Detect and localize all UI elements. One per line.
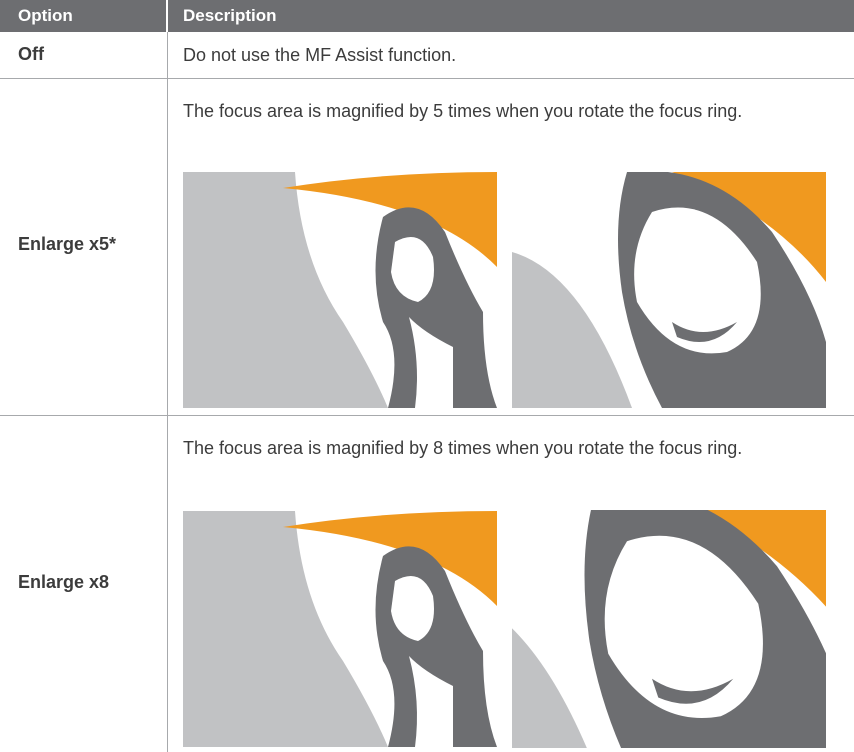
description: The focus area is magnified by 8 times w… [183, 438, 743, 458]
illustration [512, 172, 826, 408]
column-divider [167, 32, 168, 752]
header-cell [168, 0, 854, 32]
option: Enlarge x8 [18, 572, 110, 592]
description: The focus area is magnified by 5 times w… [183, 101, 743, 121]
illustration [183, 172, 497, 408]
header-option: Option [18, 6, 73, 25]
option: Enlarge x5* [18, 234, 117, 254]
header-description: Description [183, 6, 277, 25]
illustration [183, 510, 497, 748]
row-divider [0, 78, 854, 79]
description: Do not use the MF Assist function. [183, 45, 457, 65]
option: Off [18, 44, 44, 64]
header-cell [0, 0, 166, 32]
illustration [512, 510, 826, 748]
row-divider [0, 415, 854, 416]
